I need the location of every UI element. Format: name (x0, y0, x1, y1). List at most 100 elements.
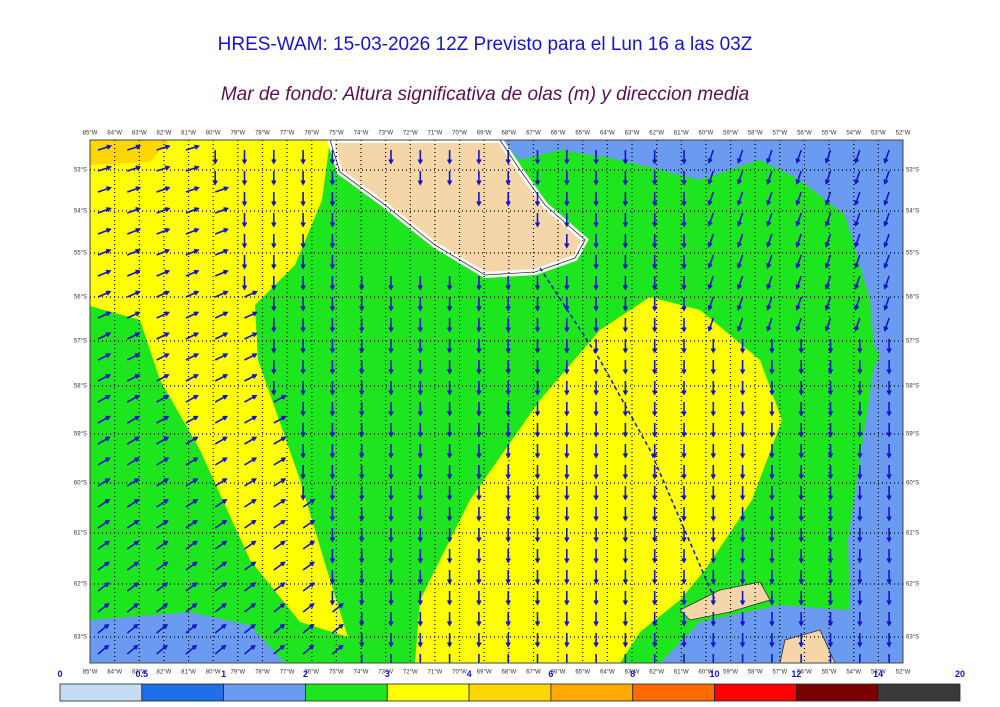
lon-label-top: 81°W (181, 131, 196, 137)
wave-arrow (622, 359, 629, 375)
wave-arrow (300, 149, 306, 165)
wave-arrow (681, 359, 687, 375)
wave-arrow (329, 359, 336, 375)
wave-arrow (769, 569, 775, 585)
wave-arrow (476, 590, 482, 606)
wave-arrow (388, 590, 394, 606)
wave-arrow (241, 170, 248, 186)
colorbar-swatch (714, 683, 797, 702)
wave-arrow (593, 170, 599, 186)
map-frame (89, 139, 904, 664)
wave-arrow (505, 338, 511, 354)
wave-arrow (624, 653, 627, 663)
wave-arrow (185, 144, 200, 151)
track-line (539, 267, 716, 601)
wave-arrow (736, 191, 744, 206)
wave-arrow (388, 611, 394, 627)
wave-arrow (302, 582, 315, 592)
colorbar-label: 2 (303, 669, 308, 679)
wave-arrow (476, 611, 482, 627)
wave-arrow (329, 317, 336, 333)
region-green-east (520, 150, 880, 600)
wave-arrow (214, 332, 229, 340)
lon-label-bottom: 71°W (428, 670, 443, 676)
wave-arrow (534, 401, 541, 417)
wave-arrow (446, 485, 453, 501)
wave-arrow (710, 359, 716, 375)
wave-arrow (827, 527, 834, 543)
lon-label-bottom: 85°W (83, 670, 98, 676)
wave-arrow (505, 464, 511, 480)
lon-label-top: 77°W (280, 131, 295, 137)
wave-arrow (505, 275, 511, 291)
wave-arrow (359, 275, 365, 291)
wave-arrow (97, 582, 110, 592)
wave-arrow (388, 422, 394, 438)
wave-arrow (126, 644, 139, 655)
wave-arrow (505, 527, 511, 543)
wave-arrow (388, 464, 394, 480)
wave-arrow (798, 527, 804, 543)
wave-arrow (622, 191, 629, 207)
lon-label-top: 71°W (428, 131, 443, 137)
wave-arrow (739, 443, 746, 459)
wave-arrow (652, 632, 658, 648)
wave-arrow (241, 233, 248, 249)
lon-label-top: 60°W (699, 131, 714, 137)
wave-arrow (681, 149, 687, 165)
wave-arrow (652, 464, 658, 480)
wave-arrow (476, 464, 482, 480)
wave-arrow (652, 254, 658, 270)
wave-arrow (681, 233, 687, 249)
colorbar-swatch (141, 683, 225, 702)
lat-label-left: 61°S (74, 531, 87, 537)
wave-arrow (97, 228, 112, 235)
wave-arrow (126, 332, 141, 340)
wave-arrow (302, 499, 316, 508)
wave-arrow (534, 191, 541, 207)
wave-arrow (769, 590, 775, 606)
wave-arrow (681, 191, 687, 207)
wave-arrow (244, 290, 258, 298)
wave-arrow (824, 149, 832, 164)
wave-arrow (156, 603, 169, 613)
lon-label-top: 79°W (230, 131, 245, 137)
wave-arrow (156, 186, 171, 193)
wave-arrow (710, 485, 716, 501)
wave-arrow (214, 290, 229, 298)
wave-arrow (505, 191, 511, 207)
wave-arrow (271, 275, 277, 291)
wave-arrow (417, 485, 423, 501)
wave-arrow (798, 590, 804, 606)
wave-arrow (244, 561, 257, 571)
wave-arrow (707, 233, 715, 248)
wave-arrow (736, 275, 744, 290)
wave-arrow (505, 506, 511, 522)
wave-arrow (652, 233, 658, 249)
wave-arrow (185, 353, 200, 361)
wave-arrow (736, 254, 744, 269)
wave-arrow (273, 582, 286, 592)
wave-arrow (273, 499, 287, 508)
lon-label-top: 75°W (329, 131, 344, 137)
wave-arrow (417, 380, 423, 396)
wave-arrow (300, 380, 306, 396)
wave-arrow (417, 632, 423, 648)
lon-label-top: 61°W (674, 131, 689, 137)
wave-arrow (710, 632, 716, 648)
wave-arrow (622, 590, 629, 606)
wave-arrow (593, 380, 599, 396)
wave-arrow (214, 186, 230, 193)
wave-arrow (827, 611, 834, 627)
wave-arrow (476, 422, 482, 438)
wave-arrow (97, 269, 112, 277)
wave-arrow (271, 149, 277, 165)
wave-arrow (446, 527, 453, 543)
lon-label-bottom: 64°W (600, 670, 615, 676)
wave-arrow (798, 548, 804, 564)
wave-arrow (827, 506, 834, 522)
lon-label-top: 54°W (846, 131, 861, 137)
wave-arrow (271, 296, 277, 312)
wave-arrow (244, 311, 258, 319)
wave-arrow (359, 632, 365, 648)
